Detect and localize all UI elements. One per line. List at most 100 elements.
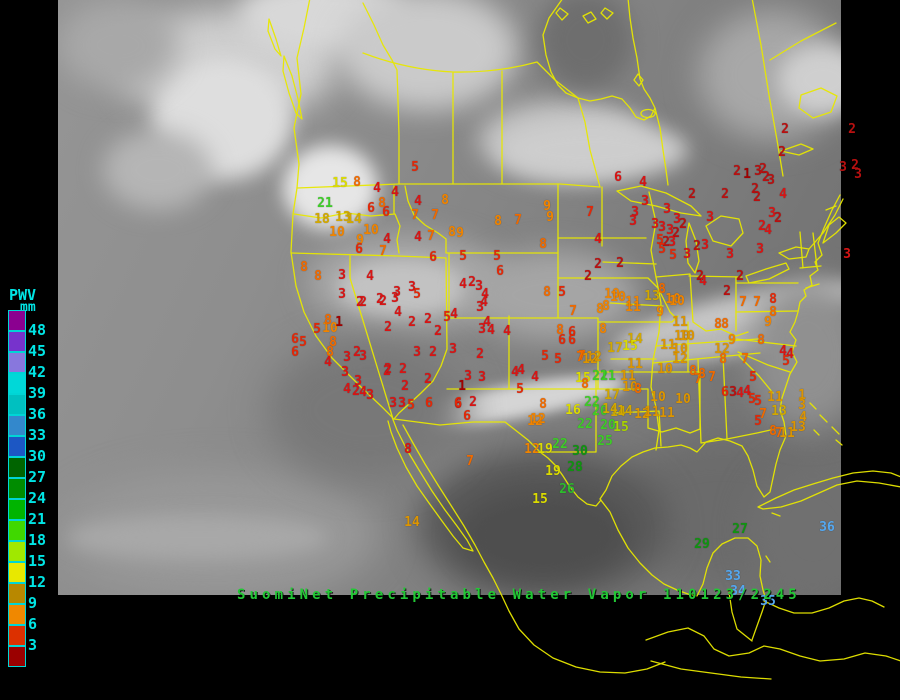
station-value: 3 (449, 341, 457, 357)
station-value: 5 (669, 247, 677, 263)
station-value: 10 (674, 328, 690, 344)
central-america (645, 591, 900, 680)
station-value: 4 (483, 314, 491, 330)
station-value: 3 (398, 395, 406, 411)
station-value: 4 (779, 343, 787, 359)
station-value: 13 (644, 288, 660, 304)
station-value: 8 (329, 334, 337, 350)
station-value: 12 (714, 341, 730, 357)
station-value: 6 (568, 332, 576, 348)
legend-label: 15 (28, 552, 47, 570)
station-value: 15 (622, 338, 638, 354)
station-value: 3 (683, 246, 691, 262)
station-value: 3 (754, 163, 762, 179)
station-value: 3 (798, 397, 806, 413)
station-value: 4 (481, 286, 489, 302)
station-value: 7 (708, 369, 716, 385)
legend-label: 3 (28, 636, 38, 654)
station-value: 5 (413, 286, 421, 302)
station-value: 11 (672, 314, 688, 330)
station-value: 5 (411, 159, 419, 175)
station-value: 3 (413, 344, 421, 360)
us-canada-border (296, 183, 601, 189)
station-value: 3 (706, 209, 714, 225)
cloud-blob (498, 120, 688, 180)
station-value: 4 (699, 273, 707, 289)
legend-swatch (8, 520, 26, 541)
legend-label: 42 (28, 363, 47, 381)
station-value: 8 (314, 268, 322, 284)
station-value: 5 (656, 232, 664, 248)
legend-label: 24 (28, 489, 47, 507)
station-value: 8 (769, 291, 777, 307)
station-value: 1 (335, 314, 343, 330)
station-value: 6 (382, 204, 390, 220)
station-value: 5 (748, 391, 756, 407)
station-value: 34 (730, 583, 746, 599)
legend-label: 48 (28, 321, 47, 339)
station-value: 10 (657, 361, 673, 377)
station-value: 3 (343, 349, 351, 365)
station-value: 4 (450, 306, 458, 322)
bahamas (809, 402, 843, 446)
station-value: 14 (610, 404, 626, 420)
station-value: 4 (359, 384, 367, 400)
station-value: 3 (338, 286, 346, 302)
station-value: 3 (366, 387, 374, 403)
station-value: 14 (346, 211, 362, 227)
legend-swatch (8, 352, 26, 373)
station-value: 8 (634, 381, 642, 397)
station-value: 5 (443, 309, 451, 325)
station-value: 11 (767, 389, 783, 405)
station-value: 3 (475, 278, 483, 294)
station-value: 3 (729, 384, 737, 400)
station-value: 12 (672, 351, 688, 367)
station-value: 6 (463, 408, 471, 424)
station-value: 2 (468, 274, 476, 290)
station-value: 5 (558, 284, 566, 300)
coastline-pacific (290, 0, 474, 552)
station-value: 3 (756, 241, 764, 257)
station-value: 2 (693, 238, 701, 254)
station-value: 3 (464, 368, 472, 384)
station-value: 2 (353, 344, 361, 360)
station-value: 10 (604, 286, 620, 302)
station-value: 8 (719, 351, 727, 367)
station-value: 13 (790, 419, 806, 435)
station-value: 6 (558, 332, 566, 348)
station-value: 3 (338, 267, 346, 283)
station-value: 9 (546, 209, 554, 225)
station-value: 21 (600, 368, 616, 384)
station-value: 4 (373, 180, 381, 196)
station-value: 8 (539, 396, 547, 412)
station-value: 2 (424, 371, 432, 387)
station-value: 3 (658, 219, 666, 235)
newfoundland (780, 87, 847, 250)
station-value: 10 (675, 391, 691, 407)
station-value: 2 (379, 293, 387, 309)
station-value: 4 (366, 268, 374, 284)
legend-swatch (8, 562, 26, 583)
station-value: 3 (839, 159, 847, 175)
legend-swatch (8, 331, 26, 352)
legend-swatch (8, 415, 26, 436)
station-value: 5 (313, 321, 321, 337)
vancouver-island (267, 18, 303, 120)
station-value: 6 (496, 263, 504, 279)
station-value: 11 (625, 299, 641, 315)
station-value: 3 (476, 299, 484, 315)
station-value: 8 (698, 366, 706, 382)
station-value: 2 (851, 157, 859, 173)
station-value: 21 (592, 368, 608, 384)
station-value: 2 (736, 268, 744, 284)
station-value: 8 (581, 376, 589, 392)
station-value: 26 (559, 481, 575, 497)
station-value: 16 (565, 402, 581, 418)
station-value: 9 (456, 225, 464, 241)
station-value: 7 (427, 228, 435, 244)
station-value: 6 (291, 331, 299, 347)
station-value: 8 (721, 316, 729, 332)
station-value: 6 (367, 200, 375, 216)
station-value: 4 (459, 276, 467, 292)
